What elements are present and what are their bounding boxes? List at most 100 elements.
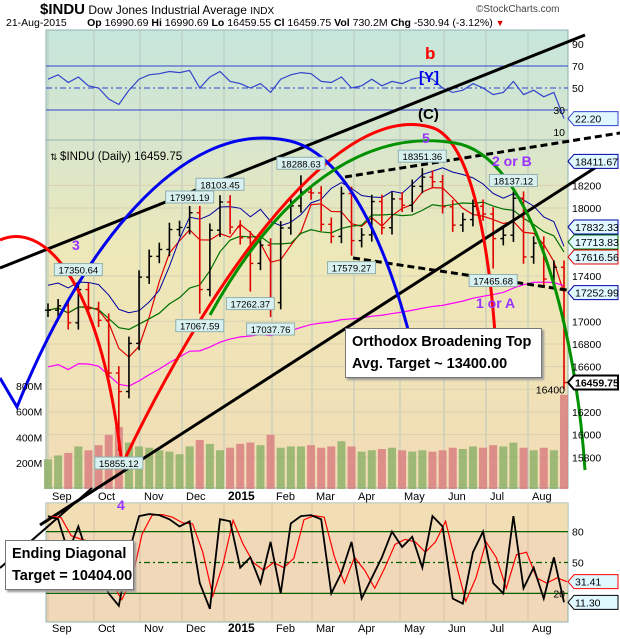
price-callout: 17465.68	[468, 274, 518, 288]
rsi-tick-label: 70	[572, 61, 584, 73]
volume-value: 730.2M	[352, 17, 388, 29]
volume-bar	[529, 450, 538, 489]
volume-bar	[236, 443, 245, 489]
x-tick-label: Dec	[186, 491, 206, 503]
stochastic-slow-tag: 31.41	[567, 574, 619, 590]
volume-bar	[54, 455, 63, 489]
ohlc-bar	[125, 336, 132, 399]
price-callout: 18103.45	[195, 177, 245, 191]
volume-bar	[175, 454, 184, 489]
wave-4-label: 4	[117, 497, 125, 513]
volume-tick-label: 200M	[16, 458, 42, 470]
wave-c-label: (C)	[418, 106, 439, 123]
volume-bar	[317, 447, 326, 489]
security-name: Dow Jones Industrial Average	[88, 3, 247, 17]
callout-text: 17465.68	[473, 277, 513, 288]
ohlc-bar	[368, 194, 375, 242]
volume-tick-label: 600M	[16, 407, 42, 419]
stochastic-tick-label: 50	[572, 558, 584, 570]
open-label: Op	[87, 17, 102, 29]
ohlc-bar	[480, 199, 487, 221]
sma-200-line	[47, 281, 565, 387]
ohlc-bar	[156, 242, 163, 264]
callout-text: 18103.45	[200, 180, 240, 191]
ohlc-bar	[206, 223, 213, 297]
price-callout: 17579.27	[327, 261, 377, 275]
callout-box	[327, 261, 377, 275]
volume-bar	[195, 439, 204, 489]
change-label: Chg	[390, 17, 411, 29]
ohlc-bar	[146, 249, 153, 284]
volume-bar	[327, 446, 336, 489]
callout-box	[488, 173, 538, 187]
volume-bar	[479, 447, 488, 489]
price-tick-label: 16400	[536, 384, 565, 396]
callout-text: 17350.64	[59, 266, 99, 277]
volume-bar	[519, 447, 528, 489]
volume-bar	[205, 443, 214, 489]
symbol: $INDU	[40, 1, 86, 18]
callout-box	[468, 274, 518, 288]
volume-bar	[226, 447, 235, 489]
sma-50-line	[47, 201, 565, 331]
ohlc-icon: ⇅	[50, 152, 60, 162]
price-tick-label: 17000	[572, 316, 601, 328]
high-value: 16990.69	[164, 17, 209, 29]
price-callout: 17067.59	[175, 319, 225, 333]
ohlc-bar	[55, 298, 62, 317]
volume-bar	[256, 445, 265, 489]
volume-bar	[367, 450, 376, 489]
stochastic-tick-label: 80	[572, 527, 584, 539]
low-label: Lo	[211, 17, 225, 29]
ohlc-bar	[318, 186, 325, 232]
rsi-tick-label: 90	[572, 39, 584, 51]
quote-date: 21-Aug-2015	[6, 17, 67, 29]
value-tag-text: 17616.56	[575, 252, 619, 264]
wave-b-label: b	[425, 44, 435, 63]
price-callout: 17350.64	[53, 263, 103, 277]
ohlc-bar	[237, 220, 244, 245]
rsi-tick-label: 30	[553, 105, 565, 117]
volume-bar	[84, 450, 93, 489]
callout-box	[276, 156, 326, 170]
price-callout: 18288.63	[276, 156, 326, 170]
ohlc-bar	[227, 195, 234, 234]
x-tick-label: May	[404, 491, 425, 503]
callout-box	[53, 263, 103, 277]
callout-box	[165, 190, 215, 204]
volume-label: Vol	[334, 17, 350, 29]
price-tick-label: 16200	[572, 407, 601, 419]
ohlc-bar	[45, 303, 51, 317]
volume-bar	[388, 447, 396, 489]
value-tag-box	[567, 153, 619, 169]
wave-2-or-b-label: 2 or B	[492, 153, 532, 169]
axes: Sep Sep Oct Oct Nov Nov Dec Dec 2015 2015 Feb Feb Ma…	[16, 39, 619, 635]
volume-bar	[489, 445, 498, 489]
value-tag-text: 17713.83	[575, 237, 619, 249]
x-tick-label: 2015	[228, 489, 255, 503]
x-tick-label: Jul	[490, 491, 504, 503]
volume-bar	[216, 450, 224, 489]
x-tick-label: Feb	[276, 491, 295, 503]
value-tag-box	[567, 249, 619, 265]
x-tick-label: Nov	[144, 623, 164, 635]
volume-bar	[357, 451, 366, 489]
x-tick-label: Mar	[316, 623, 335, 635]
x-tick-label: Feb	[276, 623, 295, 635]
value-tag-box	[566, 374, 619, 391]
broadening-upper-line	[344, 131, 620, 179]
main-panel	[45, 29, 569, 489]
x-tick-label: Nov	[144, 491, 164, 503]
value-tag-text: 17252.99	[575, 288, 619, 300]
price-callout: 18137.12	[488, 173, 538, 187]
callout-box	[195, 177, 245, 191]
volume-bar	[448, 447, 457, 489]
broadening-target: Avg. Target ~ 13400.00	[352, 356, 508, 372]
x-tick-label: Aug	[532, 491, 552, 503]
price-value-tag: 17832.33	[567, 219, 619, 235]
ohlc-bar	[530, 236, 537, 264]
high-label: Hi	[151, 17, 162, 29]
ohlc-bar	[166, 222, 173, 257]
volume-tick-label: 800M	[16, 381, 42, 393]
